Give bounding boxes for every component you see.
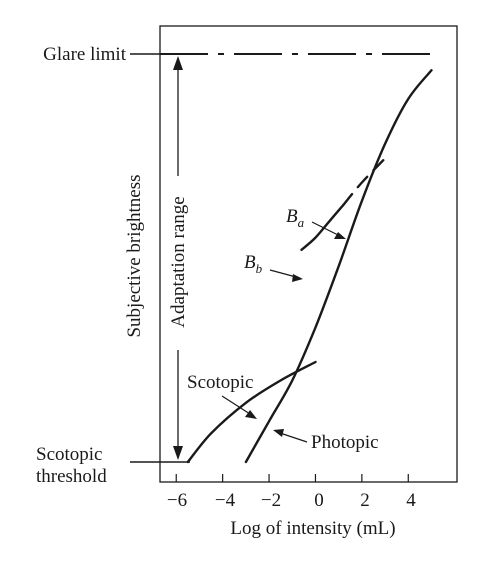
scotopic-threshold-label-line1: Scotopic — [36, 444, 103, 465]
x-tick-label: 2 — [360, 490, 370, 511]
x-tick-label: 4 — [406, 490, 416, 511]
annotation-bb-leader — [269, 269, 297, 278]
arrowhead-icon — [292, 274, 303, 282]
series-line-scotopic — [186, 360, 317, 464]
y-axis-title: Subjective brightness — [124, 174, 145, 337]
plot-frame — [159, 25, 458, 483]
annotation-ba: Ba — [286, 206, 346, 239]
annotation-scotopic-label: Scotopic — [187, 372, 254, 393]
annotation-scotopic: Scotopic — [187, 372, 257, 419]
annotation-photopic-label: Photopic — [311, 432, 379, 453]
scotopic-threshold-label-line2: threshold — [36, 466, 107, 487]
annotation-bb: Bb — [244, 252, 303, 282]
x-axis-tick-labels: −6 −4 −2 0 2 4 — [167, 490, 416, 511]
glare-limit-label: Glare limit — [43, 44, 127, 65]
arrowhead-icon — [245, 410, 257, 419]
annotation-bb-label: Bb — [244, 252, 263, 276]
series-line-photopic — [244, 69, 433, 464]
arrowhead-icon — [334, 232, 346, 239]
series-line-b-a — [342, 154, 389, 207]
annotation-ba-leader — [311, 221, 341, 237]
curves — [186, 69, 433, 464]
x-tick-label: −4 — [215, 490, 236, 511]
x-axis-title: Log of intensity (mL) — [230, 518, 395, 539]
arrowhead-icon — [273, 429, 284, 437]
annotation-photopic: Photopic — [273, 429, 379, 453]
annotation-scotopic-leader — [221, 395, 251, 415]
arrowhead-up-icon — [173, 56, 183, 70]
series-line-b-b — [300, 203, 345, 251]
x-tick-label: 0 — [314, 490, 324, 511]
annotation-photopic-leader — [279, 432, 308, 443]
annotation-ba-label: Ba — [286, 206, 305, 230]
adaptation-range-label: Adaptation range — [168, 196, 189, 327]
x-axis-ticks — [175, 474, 409, 482]
x-tick-label: −2 — [261, 490, 281, 511]
arrowhead-down-icon — [173, 446, 183, 460]
x-tick-label: −6 — [167, 490, 187, 511]
adaptation-range-arrow: Adaptation range — [168, 56, 189, 460]
